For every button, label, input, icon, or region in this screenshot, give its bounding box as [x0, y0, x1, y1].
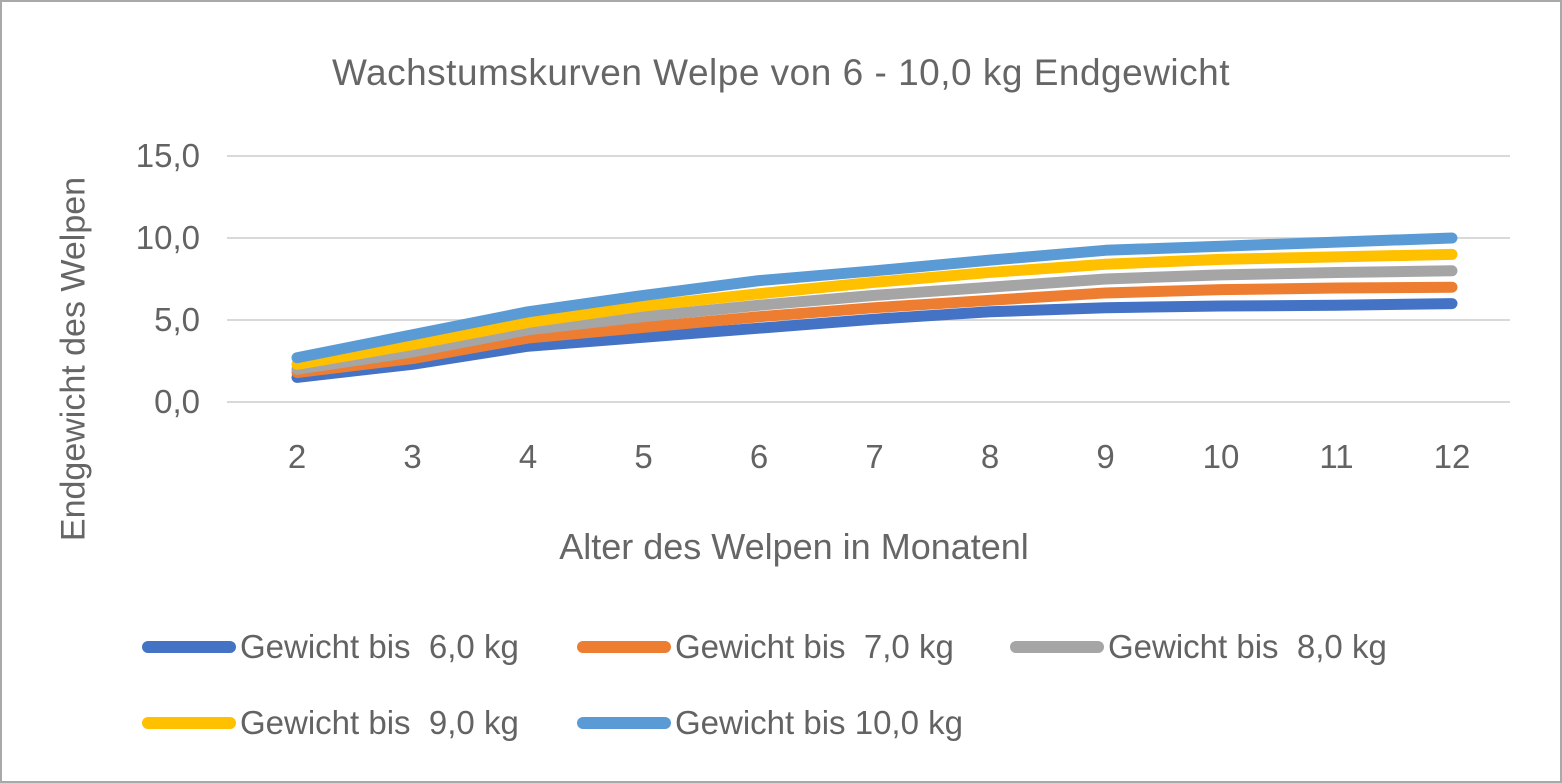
chart-title: Wachstumskurven Welpe von 6 - 10,0 kg En… — [331, 52, 1231, 93]
x-axis-tick-label: 10 — [1202, 438, 1240, 475]
legend-label: Gewicht bis 7,0 kg — [675, 628, 954, 665]
legend-label: Gewicht bis 8,0 kg — [1108, 628, 1387, 665]
x-axis-tick-label: 2 — [287, 438, 307, 475]
series-line — [291, 248, 1458, 370]
legend-line-swatch — [142, 641, 236, 653]
legend-label: Gewicht bis 9,0 kg — [240, 704, 519, 741]
y-axis-tick-label: 15,0 — [135, 137, 200, 174]
legend-line-swatch — [577, 641, 671, 653]
series-line — [291, 265, 1458, 375]
x-axis-tick-label: 6 — [749, 438, 769, 475]
x-axis-tick-label: 5 — [634, 438, 653, 475]
x-axis-tick-label: 7 — [865, 438, 884, 475]
legend-line-swatch — [577, 717, 671, 729]
y-axis-tick-label: 5,0 — [154, 301, 200, 338]
x-axis-tick-label: 9 — [1096, 438, 1115, 475]
x-axis-title: Alter des Welpen in Monatenl — [559, 526, 1029, 567]
x-axis-tick-label: 4 — [518, 438, 538, 475]
legend-item: Gewicht bis 6,0 kg — [142, 625, 519, 669]
legend-item: Gewicht bis 8,0 kg — [1010, 625, 1387, 669]
x-axis-tick-label: 11 — [1319, 438, 1354, 475]
series-line — [291, 298, 1458, 383]
legend-item: Gewicht bis 7,0 kg — [577, 625, 954, 669]
x-axis-tick-label: 8 — [980, 438, 1000, 475]
x-axis-tick-label: 3 — [403, 438, 422, 475]
y-axis-tick-label: 10,0 — [135, 219, 200, 256]
series-line — [291, 281, 1458, 378]
x-axis-tick-label: 12 — [1433, 438, 1471, 475]
series-line — [291, 232, 1458, 364]
legend-line-swatch — [142, 717, 236, 729]
legend-line-swatch — [1010, 641, 1104, 653]
legend-label: Gewicht bis 10,0 kg — [675, 704, 963, 741]
y-axis-tick-label: 0,0 — [154, 383, 200, 420]
legend-item: Gewicht bis 10,0 kg — [577, 701, 963, 745]
legend-label: Gewicht bis 6,0 kg — [240, 628, 519, 665]
legend-item: Gewicht bis 9,0 kg — [142, 701, 519, 745]
